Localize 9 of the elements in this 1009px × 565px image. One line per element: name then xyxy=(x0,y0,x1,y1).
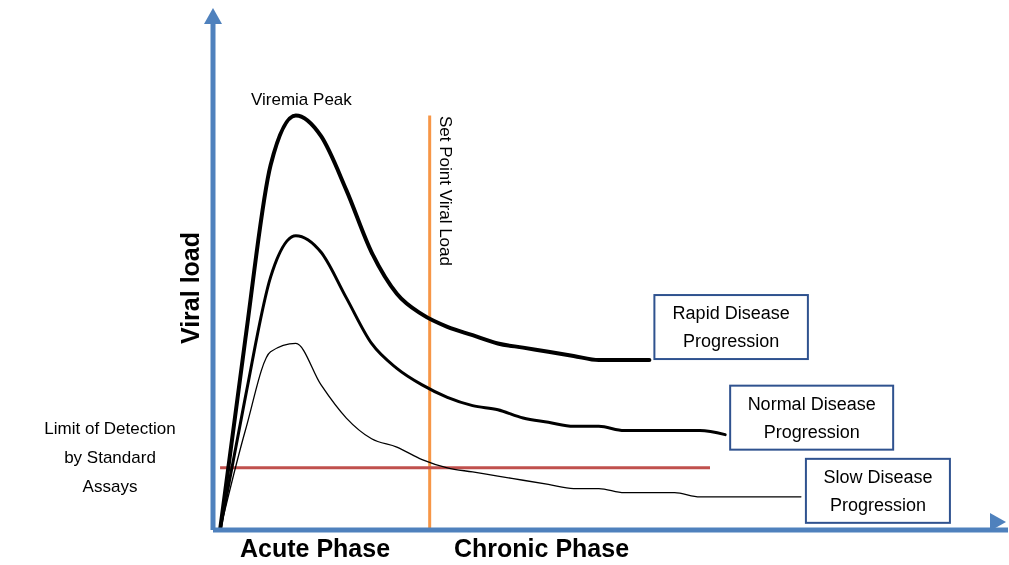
series-label: Normal Disease Progression xyxy=(747,393,876,442)
y-axis-title: Viral load xyxy=(175,231,205,345)
annotation: Set Point Viral Load xyxy=(435,116,455,266)
series-label: Slow Disease Progression xyxy=(823,466,933,515)
text: Acute Phase xyxy=(240,534,391,563)
text: Chronic Phase xyxy=(454,534,630,563)
series-label: Rapid Disease Progression xyxy=(672,303,790,352)
text: Viremia Peak xyxy=(251,90,352,110)
ref-line-label: Limit of Detection by Standard Assays xyxy=(43,418,177,498)
